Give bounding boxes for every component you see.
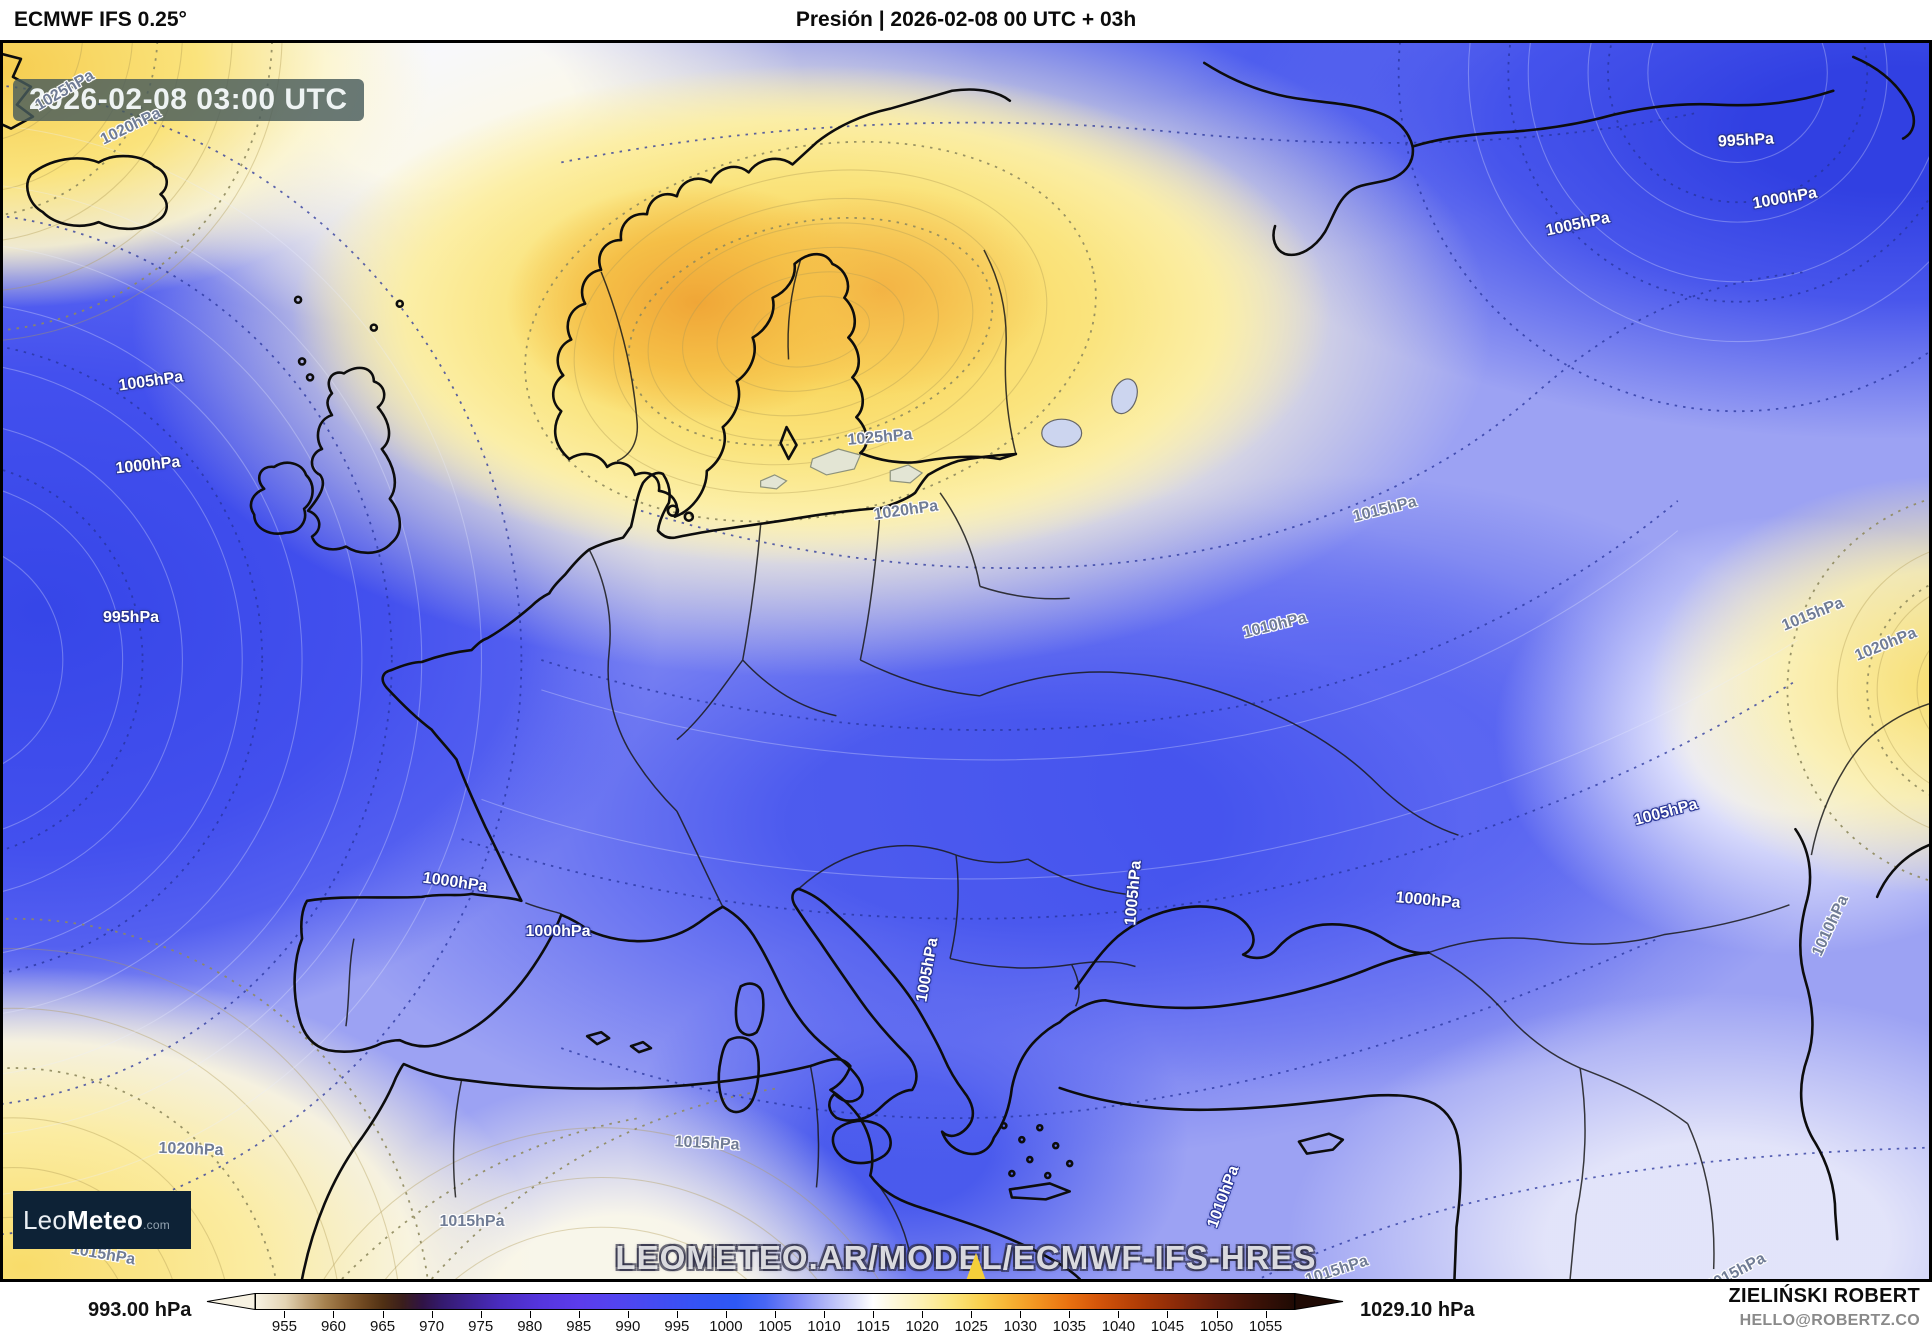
colorbar-tickmark [1216, 1311, 1218, 1318]
colorbar-tickmark [382, 1311, 384, 1318]
colorbar-tick-label: 1000 [709, 1318, 743, 1335]
colorbar-max-label: 1029.10 hPa [1360, 1299, 1475, 1321]
colorbar-tick-label: 1055 [1248, 1318, 1283, 1335]
colorbar-tickmark [627, 1311, 629, 1318]
colorbar-tick-label: 980 [517, 1318, 543, 1335]
colorbar-tickmark [824, 1311, 826, 1318]
colorbar-tickmark [480, 1311, 482, 1318]
colorbar-tickmark [284, 1311, 286, 1318]
colorbar-tick-label: 1050 [1199, 1318, 1234, 1335]
colorbar-right-arrow [1295, 1293, 1344, 1310]
colorbar-tick-label: 970 [419, 1318, 445, 1335]
colorbar-tickmark [1020, 1311, 1022, 1318]
colorbar-tick-label: 975 [468, 1318, 494, 1335]
colorbar-tickmark [333, 1311, 335, 1318]
colorbar-tickmark [922, 1311, 924, 1318]
colorbar-tick-label: 1020 [905, 1318, 939, 1335]
colorbar-tick-label: 1045 [1150, 1318, 1185, 1335]
colorbar-tickmark [529, 1311, 531, 1318]
colorbar-tickmark [676, 1311, 678, 1318]
model-label: ECMWF IFS 0.25° [14, 8, 187, 31]
colorbar-tickmark [1118, 1311, 1120, 1318]
map-graphics [3, 43, 1929, 1279]
pressure-map-canvas: 2026-02-08 03:00 UTC 1025hPa 1020hPa 1005h… [0, 40, 1932, 1282]
footer: 993.00 hPa 955 960 965 970 975 980 985 990 995 10… [0, 1282, 1932, 1338]
watermark: LEOMETEO.AR/MODEL/ECMWF-IFS-HRES [615, 1239, 1317, 1276]
colorbar-tick-label: 1035 [1052, 1318, 1087, 1335]
leometeo-logo: LeoMeteo.com [13, 1191, 986, 1279]
logo-text: LeoMeteo.com [23, 1204, 170, 1235]
colorbar-min-label: 993.00 hPa [88, 1299, 192, 1321]
colorbar-tick-label: 1010 [807, 1318, 841, 1335]
colorbar-ticks: 955 960 965 970 975 980 985 990 995 1000 1005 1010 1… [255, 1310, 1295, 1335]
colorbar-tick-label: 990 [615, 1318, 641, 1335]
colorbar-tickmark [1069, 1311, 1071, 1318]
colorbar-tickmark [873, 1311, 875, 1318]
colorbar-tick-label: 995 [664, 1318, 690, 1335]
colorbar-tickmark [725, 1311, 727, 1318]
colorbar: 955 960 965 970 975 980 985 990 995 1000 1005 1010 1… [205, 1293, 1345, 1335]
colorbar-tick-label: 1005 [758, 1318, 792, 1335]
credit-name: ZIELIŃSKI ROBERT [1728, 1285, 1920, 1307]
colorbar-tickmark [1167, 1311, 1169, 1318]
colorbar-tick-label: 1040 [1101, 1318, 1136, 1335]
colorbar-tickmark [431, 1311, 433, 1318]
colorbar-tick-label: 1025 [954, 1318, 988, 1335]
colorbar-left-arrow [206, 1293, 255, 1310]
sun-icon [966, 1252, 986, 1279]
colorbar-tickmark [775, 1311, 776, 1318]
credit-block: ZIELIŃSKI ROBERT HELLO@ROBERTZ.CO [1729, 1285, 1920, 1330]
page-title: Presión | 2026-02-08 00 UTC + 03h [795, 8, 1137, 31]
credit-email: HELLO@ROBERTZ.CO [1739, 1312, 1920, 1329]
timestamp-badge: 2026-02-08 03:00 UTC [13, 79, 364, 121]
colorbar-tickmark [971, 1311, 973, 1318]
colorbar-tickmark [578, 1311, 580, 1318]
colorbar-tick-label: 1015 [856, 1318, 890, 1335]
colorbar-tick-label: 985 [566, 1318, 592, 1335]
colorbar-tick-label: 960 [320, 1318, 346, 1335]
colorbar-tick-label: 955 [271, 1318, 297, 1335]
colorbar-tick-label: 1030 [1003, 1318, 1037, 1335]
colorbar-tick-label: 965 [370, 1318, 396, 1335]
colorbar-tickmark [1265, 1311, 1267, 1318]
colorbar-gradient [255, 1293, 1295, 1310]
header: ECMWF IFS 0.25° Presión | 2026-02-08 00 … [0, 0, 1932, 40]
